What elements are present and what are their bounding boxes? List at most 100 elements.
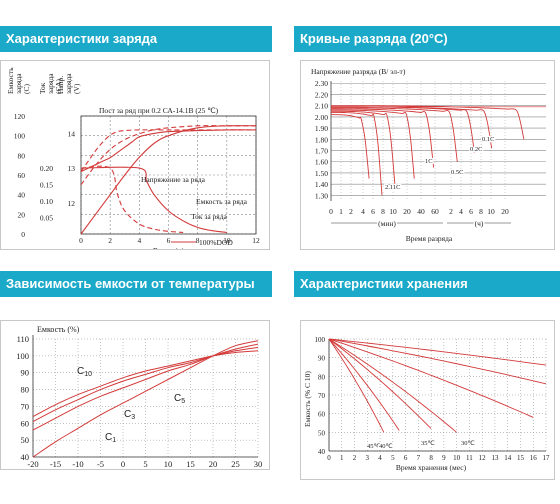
storage-y-tick: 50 — [318, 429, 326, 437]
charge-capacity-tick: 20 — [18, 210, 26, 219]
charge-capacity-tick: 120 — [14, 112, 26, 121]
storage-x-tick: 7 — [417, 454, 421, 462]
header-discharge: Кривые разряда (20°С) — [294, 26, 560, 52]
storage-curve — [328, 338, 432, 429]
temp-curve-label: C3 — [124, 409, 135, 421]
temp-curve-label: C10 — [77, 366, 92, 378]
discharge-x-tick: 2 — [349, 207, 353, 216]
storage-x-tick: 12 — [479, 454, 487, 462]
discharge-curve-label: 2.11С — [385, 184, 400, 191]
charge-axis-title-2: заряда — [64, 73, 73, 94]
charge-current-tick: 0.15 — [40, 181, 53, 190]
charge-x-tick: 2 — [108, 236, 112, 245]
charge-axis-title-1: заряда — [46, 73, 55, 94]
storage-y-tick: 80 — [318, 373, 326, 381]
temp-curve-c1 — [32, 340, 259, 458]
discharge-curve-label: 0.2С — [470, 146, 482, 153]
charge-voltage-tick: 13 — [68, 164, 76, 173]
discharge-y-tick: 1.60 — [315, 158, 328, 167]
charge-current-tick: 0.20 — [40, 164, 53, 173]
charge-legend-100-label: 100%DOD — [199, 238, 233, 247]
charge-capacity-tick: 40 — [18, 191, 26, 200]
charge-axis-title-2: Напр. — [56, 76, 65, 94]
charge-annotation-current: Ток за ряда — [191, 212, 227, 221]
discharge-curve-0-7C — [330, 108, 435, 168]
discharge-y-tick: 2.20 — [315, 90, 328, 99]
temp-x-tick: -20 — [27, 459, 38, 469]
charge-capacity-tick: 60 — [18, 171, 26, 180]
temp-x-tick: 30 — [254, 459, 263, 469]
temp-x-tick: 20 — [209, 459, 218, 469]
temperature-chart: 40 50 60 70 80 90 100 110 -20 -15 -10 -5 0 5 10 15 20 25 3… — [16, 325, 263, 469]
temp-y-tick: 40 — [21, 452, 30, 462]
storage-x-tick: 6 — [404, 454, 408, 462]
storage-x-tick: 9 — [442, 454, 446, 462]
storage-x-tick: 16 — [530, 454, 538, 462]
charge-annotation-voltage: Напряжение за ряда — [141, 175, 206, 184]
charge-annotation-capacity: Емкость за ряда — [196, 197, 248, 206]
charge-current-tick: 0.05 — [40, 214, 53, 223]
storage-y-tick: 100 — [315, 336, 326, 344]
storage-x-tick: 11 — [466, 454, 473, 462]
storage-x-tick: 13 — [491, 454, 499, 462]
storage-curve — [328, 338, 547, 366]
charge-x-tick: 4 — [137, 236, 141, 245]
discharge-x-tick: 10 — [487, 207, 495, 216]
discharge-unit-min: (мин) — [378, 219, 396, 228]
storage-curve — [328, 338, 547, 385]
temp-curve-label: C1 — [105, 432, 116, 444]
discharge-y-tick: 1.70 — [315, 147, 328, 156]
storage-x-tick: 1 — [340, 454, 344, 462]
storage-x-tick: 15 — [517, 454, 525, 462]
charge-x-tick: 8 — [196, 236, 200, 245]
temp-y-tick: 90 — [21, 368, 30, 378]
temp-x-tick: 15 — [186, 459, 195, 469]
discharge-chart-panel: 1.30 1.40 1.50 1.60 1.70 1.80 1.90 2.00 2.10 2.20… — [300, 60, 555, 250]
discharge-x-tick: 8 — [381, 207, 385, 216]
discharge-x-tick: 20 — [403, 207, 411, 216]
storage-curve — [328, 338, 400, 431]
temp-y-tick: 70 — [21, 401, 30, 411]
charge-axis-title-1: (СА) — [54, 78, 63, 94]
discharge-y-tick: 1.80 — [315, 135, 328, 144]
charge-capacity-50-line — [80, 125, 256, 186]
temp-x-tick: 5 — [143, 459, 147, 469]
storage-y-tick: 40 — [318, 448, 326, 456]
temp-y-tick: 50 — [21, 435, 30, 445]
discharge-x-tick: 2 — [449, 207, 453, 216]
storage-x-tick: 4 — [378, 454, 382, 462]
temp-x-tick: 25 — [231, 459, 240, 469]
storage-y-tick: 60 — [318, 411, 326, 419]
discharge-curve-1-7C — [331, 110, 396, 185]
charge-axis-title-0: (С) — [22, 84, 31, 95]
charge-axis-title-0: Емкость — [6, 67, 15, 94]
temp-x-tick: 10 — [164, 459, 173, 469]
storage-y-tick: 90 — [318, 355, 326, 363]
discharge-curve-2-11C — [331, 111, 383, 196]
storage-x-tick: 2 — [353, 454, 357, 462]
discharge-x-label: Время разряда — [406, 234, 453, 243]
storage-x-label: Время хранения (мес) — [396, 463, 467, 472]
discharge-curve-label: 0.5С — [451, 169, 463, 176]
charge-axis-title-1: Ток — [38, 82, 47, 94]
discharge-y-tick: 1.90 — [315, 124, 328, 133]
discharge-chart: 1.30 1.40 1.50 1.60 1.70 1.80 1.90 2.00 2.10 2.20… — [311, 67, 546, 243]
storage-x-tick: 14 — [504, 454, 512, 462]
discharge-curve-0-5C — [331, 107, 458, 162]
discharge-y-tick: 1.40 — [315, 180, 328, 189]
discharge-x-tick: 4 — [361, 207, 365, 216]
storage-x-tick: 3 — [366, 454, 370, 462]
storage-y-tick: 70 — [318, 392, 326, 400]
charge-axis-title-0: заряда — [14, 73, 23, 94]
temp-y-tick: 100 — [16, 351, 29, 361]
discharge-y-tick: 2.10 — [315, 102, 328, 111]
discharge-curve-label: 0.1С — [482, 136, 494, 143]
discharge-curve-3C — [330, 114, 370, 179]
discharge-y-tick: 1.30 — [315, 191, 328, 200]
storage-curve-label: 40℃ — [379, 443, 394, 450]
storage-y-label: Емкость (% С 10) — [303, 371, 312, 427]
charge-current-100-line — [80, 166, 227, 233]
discharge-curve-0-1C — [331, 105, 525, 140]
